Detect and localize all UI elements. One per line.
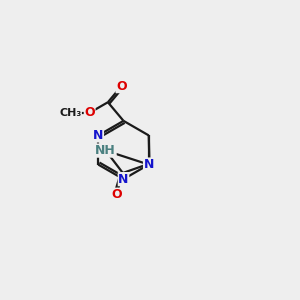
Text: N: N — [144, 158, 154, 171]
Text: N: N — [93, 129, 104, 142]
Text: N: N — [118, 172, 129, 186]
Text: O: O — [111, 188, 122, 201]
Text: O: O — [116, 80, 127, 93]
Text: NH: NH — [95, 144, 116, 157]
Text: CH₃: CH₃ — [59, 108, 81, 118]
Text: O: O — [84, 106, 95, 119]
